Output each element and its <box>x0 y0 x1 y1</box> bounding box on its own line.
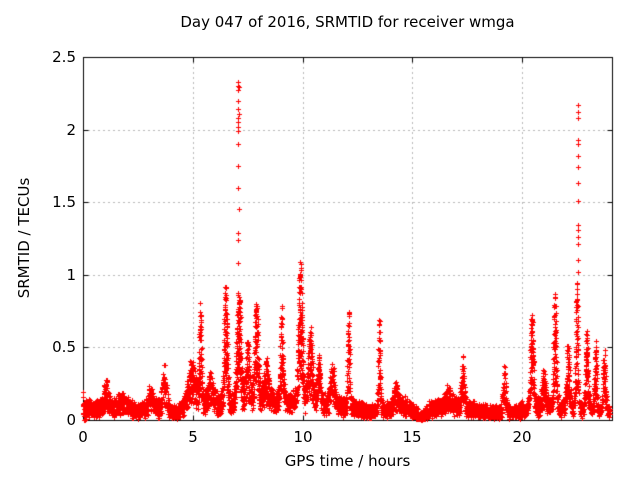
chart-title: Day 047 of 2016, SRMTID for receiver wmg… <box>180 13 515 31</box>
y-tick-label: 1 <box>66 266 76 284</box>
y-tick-label: 0 <box>66 411 76 429</box>
y-tick-label: 2.5 <box>52 48 76 66</box>
y-tick-label: 0.5 <box>52 338 76 356</box>
x-tick-label: 15 <box>402 428 422 446</box>
y-tick-label: 1.5 <box>52 193 76 211</box>
x-tick-label: 5 <box>188 428 198 446</box>
y-tick-label: 2 <box>66 121 76 139</box>
x-tick-label: 20 <box>512 428 532 446</box>
x-axis-label: GPS time / hours <box>284 452 411 470</box>
x-tick-label: 0 <box>78 428 88 446</box>
x-tick-label: 10 <box>293 428 313 446</box>
